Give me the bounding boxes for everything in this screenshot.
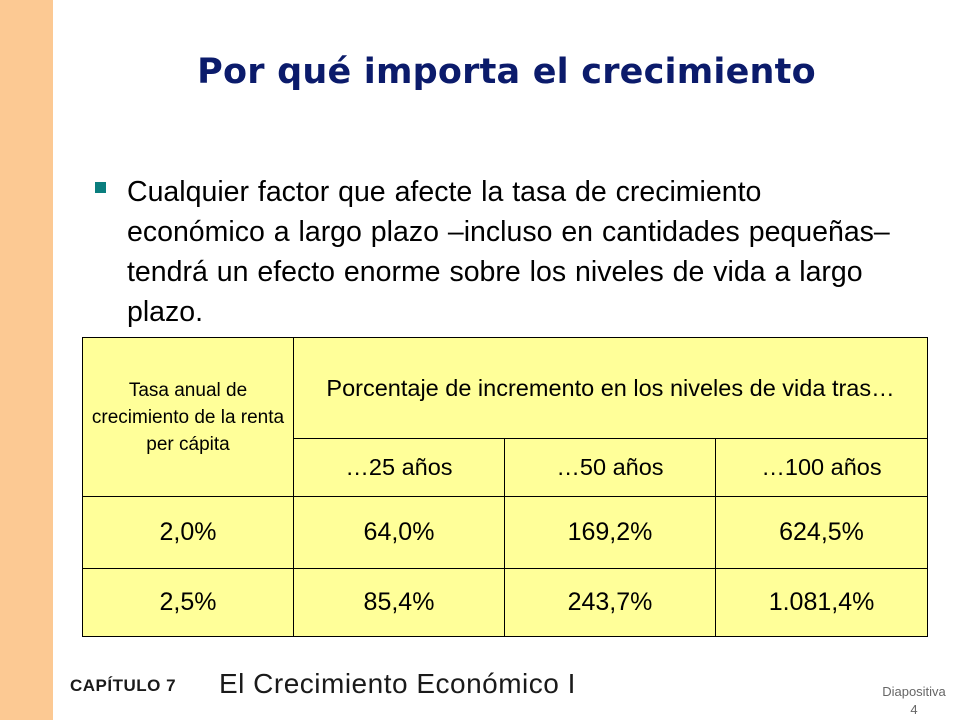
left-accent-bar [0, 0, 53, 720]
years-header-25: …25 años [293, 438, 505, 497]
growth-table: Tasa anual de crecimiento de la renta pe… [82, 337, 929, 637]
square-bullet-icon [95, 182, 106, 193]
chapter-label: CAPÍTULO 7 [70, 676, 177, 695]
value-cell: 243,7% [504, 568, 716, 637]
table-row: 2,5% 85,4% 243,7% 1.081,4% [82, 568, 929, 637]
row-label-header: Tasa anual de crecimiento de la renta pe… [82, 337, 294, 497]
rate-cell: 2,5% [82, 568, 294, 637]
column-group-header: Porcentaje de incremento en los niveles … [292, 337, 929, 439]
slide-label: Diapositiva [882, 684, 946, 699]
chapter-title: El Crecimiento Económico I [219, 668, 576, 699]
years-header-100: …100 años [714, 438, 929, 497]
value-cell: 64,0% [293, 496, 505, 569]
value-cell: 85,4% [293, 568, 505, 637]
rate-cell: 2,0% [82, 496, 294, 569]
value-cell: 1.081,4% [714, 568, 929, 637]
slide-number-value: 4 [910, 702, 918, 717]
years-header-50: …50 años [504, 438, 716, 497]
value-cell: 624,5% [714, 496, 929, 569]
table-row: 2,0% 64,0% 169,2% 624,5% [82, 496, 929, 569]
slide-number: Diapositiva 4 [874, 683, 954, 719]
value-cell: 169,2% [504, 496, 716, 569]
slide-title: Por qué importa el crecimiento [197, 52, 816, 92]
bullet-text: Cualquier factor que afecte la tasa de c… [127, 176, 890, 328]
